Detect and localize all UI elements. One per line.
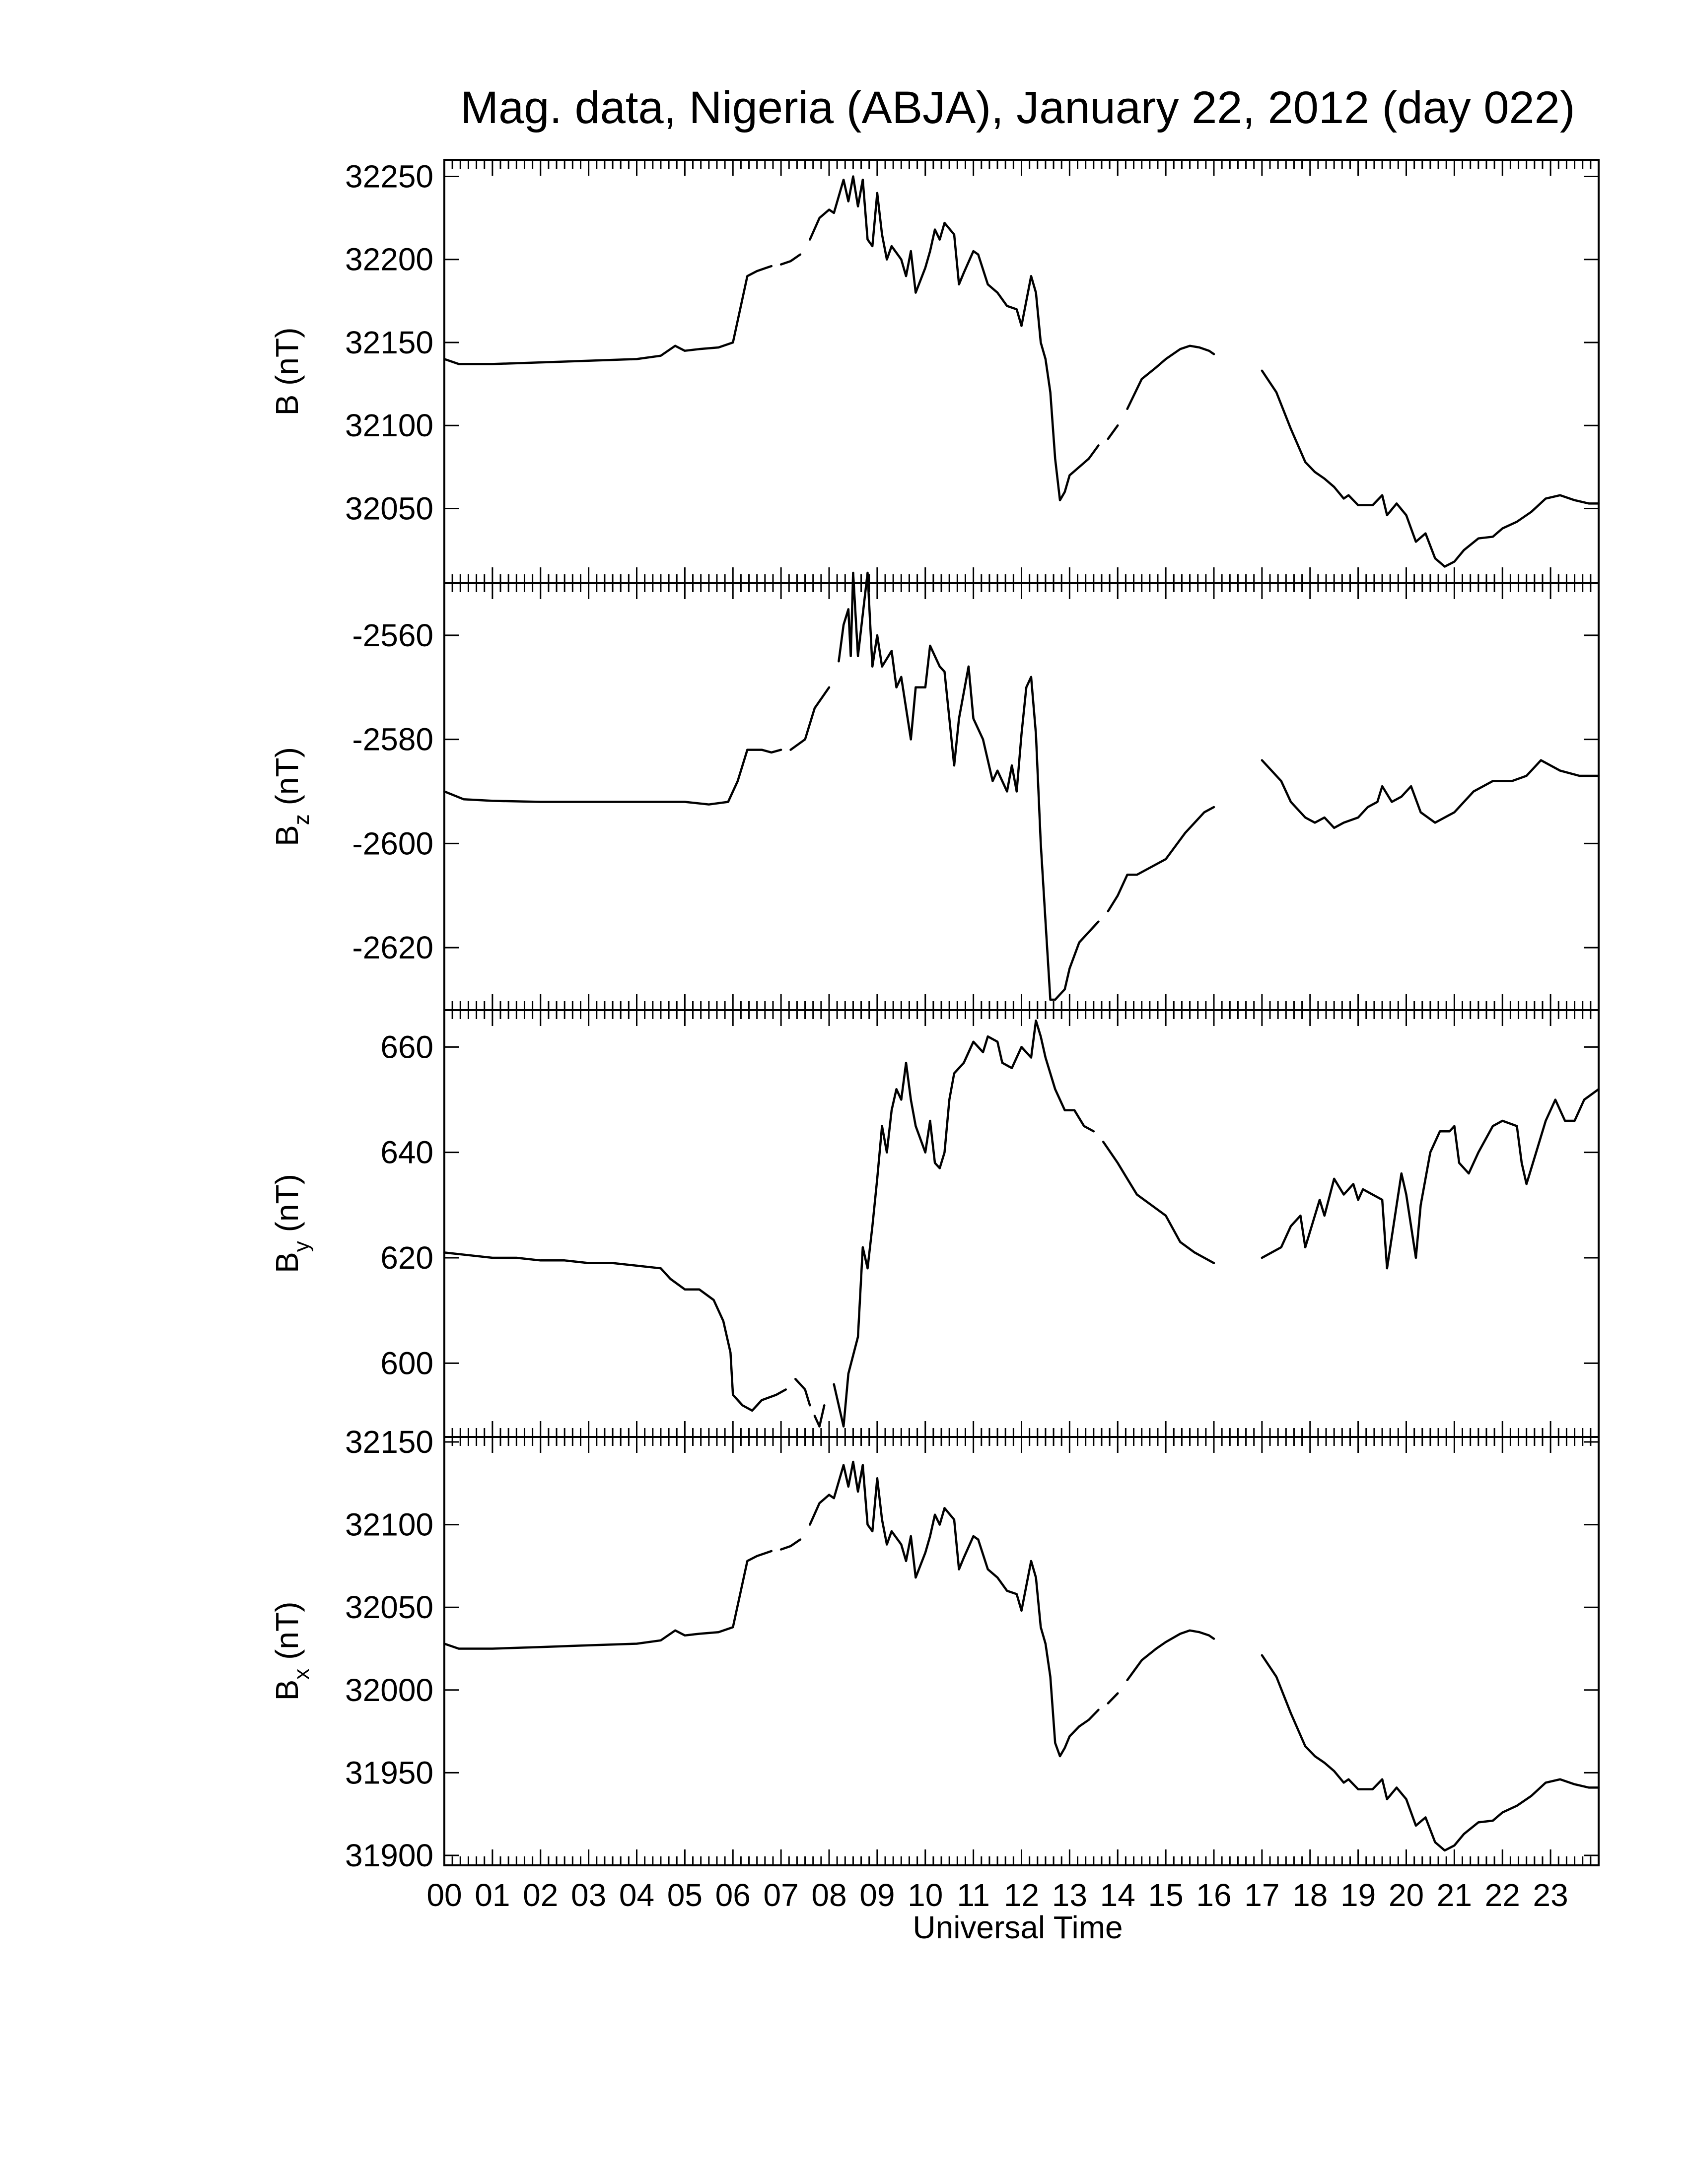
series-line-B xyxy=(1126,344,1215,410)
x-tick-label: 09 xyxy=(859,1877,895,1913)
panel-Bx: 31900 31950 32000 32050 32100 32150 Bx (nT) xyxy=(269,1424,1600,1873)
x-tick-label: 06 xyxy=(715,1877,751,1913)
y-tick-label: 32000 xyxy=(345,1672,433,1708)
series-line-By xyxy=(833,1019,1095,1428)
series-line-Bz xyxy=(838,571,1100,1001)
panel-frame xyxy=(443,159,1600,584)
y-axis-label: Bx (nT) xyxy=(269,1602,314,1701)
series-line-Bx xyxy=(779,1538,802,1551)
y-axis-label-main: B xyxy=(269,1680,305,1701)
y-axis-label-main: B xyxy=(269,1252,305,1273)
x-tick-label: 14 xyxy=(1100,1877,1135,1913)
y-axis-label-subscript: z xyxy=(289,814,314,825)
series-line-By xyxy=(1261,1088,1600,1270)
y-tick-label: 32050 xyxy=(345,1589,433,1625)
x-tick-label: 10 xyxy=(908,1877,943,1913)
series-line-B xyxy=(809,175,1100,501)
x-tick-label: 08 xyxy=(811,1877,846,1913)
x-tick-label: 04 xyxy=(619,1877,654,1913)
y-tick-label: -2600 xyxy=(352,825,433,861)
x-tick-label: 11 xyxy=(957,1877,989,1913)
y-tick-label: 32100 xyxy=(345,1507,433,1543)
series-line-By xyxy=(794,1377,811,1407)
series-line-Bx xyxy=(1107,1692,1119,1705)
y-axis-label: Bz (nT) xyxy=(269,747,314,846)
x-tick-label: 13 xyxy=(1052,1877,1087,1913)
x-tick-label: 22 xyxy=(1485,1877,1520,1913)
panel-frame xyxy=(443,1436,1600,1866)
series-line-Bz xyxy=(443,749,782,806)
panel-frame xyxy=(443,1009,1600,1438)
y-axis-label-main: B xyxy=(269,825,305,846)
series-line-By xyxy=(813,1404,826,1428)
panel-B: 32050 32100 32150 32200 32250 B (nT) xyxy=(269,158,1600,584)
panel-frame xyxy=(443,582,1600,1011)
y-axis-label-unit: (nT) xyxy=(269,1602,305,1669)
y-axis-label: By (nT) xyxy=(269,1174,314,1273)
series-line-Bx xyxy=(1261,1654,1600,1852)
x-tick-label: 18 xyxy=(1292,1877,1328,1913)
series-line-By xyxy=(443,1251,787,1412)
y-axis-label-unit: (nT) xyxy=(269,747,305,814)
y-axis-label-subscript: x xyxy=(289,1669,314,1680)
series-line-B xyxy=(1261,369,1600,568)
y-tick-label: 32150 xyxy=(345,325,433,360)
x-tick-label: 17 xyxy=(1244,1877,1279,1913)
series-line-Bz xyxy=(1261,759,1600,829)
y-axis-label: B (nT) xyxy=(269,328,305,416)
x-tick-label: 16 xyxy=(1196,1877,1231,1913)
x-tick-label: 02 xyxy=(523,1877,558,1913)
y-axis-label-unit: (nT) xyxy=(269,328,305,395)
x-axis: 00 01 02 03 04 05 06 07 08 09 10 11 12 13 14 15 16 17 18 19… xyxy=(426,1877,1568,1913)
series-line-B xyxy=(443,265,773,365)
x-tick-label: 12 xyxy=(1004,1877,1039,1913)
y-tick-label: 660 xyxy=(380,1029,433,1065)
x-axis-label: Universal Time xyxy=(913,1910,1123,1945)
y-axis-label-subscript: y xyxy=(289,1241,314,1252)
x-tick-label: 21 xyxy=(1437,1877,1472,1913)
series-line-Bz xyxy=(789,686,831,751)
y-tick-label: 31950 xyxy=(345,1755,433,1790)
y-axis-label-main: B xyxy=(269,395,305,416)
x-tick-label: 01 xyxy=(475,1877,510,1913)
y-tick-label: 32050 xyxy=(345,490,433,526)
x-tick-label: 23 xyxy=(1533,1877,1568,1913)
panel-By: 600 620 640 660 By (nT) xyxy=(269,1009,1600,1438)
series-line-Bx xyxy=(1126,1629,1215,1682)
y-tick-label: 31900 xyxy=(345,1838,433,1873)
x-tick-label: 05 xyxy=(667,1877,703,1913)
x-tick-label: 07 xyxy=(764,1877,799,1913)
x-tick-label: 15 xyxy=(1148,1877,1184,1913)
panels-group: 32050 32100 32150 32200 32250 B (nT) -2560 -258… xyxy=(269,158,1600,1873)
y-tick-label: 600 xyxy=(380,1345,433,1381)
y-tick-label: 640 xyxy=(380,1135,433,1170)
y-tick-label: 32250 xyxy=(345,158,433,194)
y-tick-label: -2580 xyxy=(352,722,433,757)
chart-title: Mag. data, Nigeria (ABJA), January 22, 2… xyxy=(461,82,1575,133)
series-line-Bx xyxy=(443,1550,773,1650)
series-line-B xyxy=(779,253,802,266)
series-line-B xyxy=(1107,424,1119,440)
series-line-Bx xyxy=(809,1460,1100,1758)
x-tick-label: 03 xyxy=(571,1877,606,1913)
y-tick-label: 32200 xyxy=(345,242,433,277)
y-axis-label-unit: (nT) xyxy=(269,1174,305,1241)
series-line-By xyxy=(1102,1141,1215,1264)
series-line-Bz xyxy=(1107,806,1215,912)
y-tick-label: 32100 xyxy=(345,408,433,443)
y-tick-label: -2560 xyxy=(352,617,433,653)
y-tick-label: 620 xyxy=(380,1240,433,1276)
x-tick-label: 00 xyxy=(426,1877,462,1913)
y-tick-label: 32150 xyxy=(345,1424,433,1460)
y-tick-label: -2620 xyxy=(352,930,433,965)
x-tick-label: 19 xyxy=(1340,1877,1376,1913)
x-tick-label: 20 xyxy=(1389,1877,1424,1913)
panel-Bz: -2560 -2580 -2600 -2620 Bz (nT) xyxy=(269,571,1600,1011)
